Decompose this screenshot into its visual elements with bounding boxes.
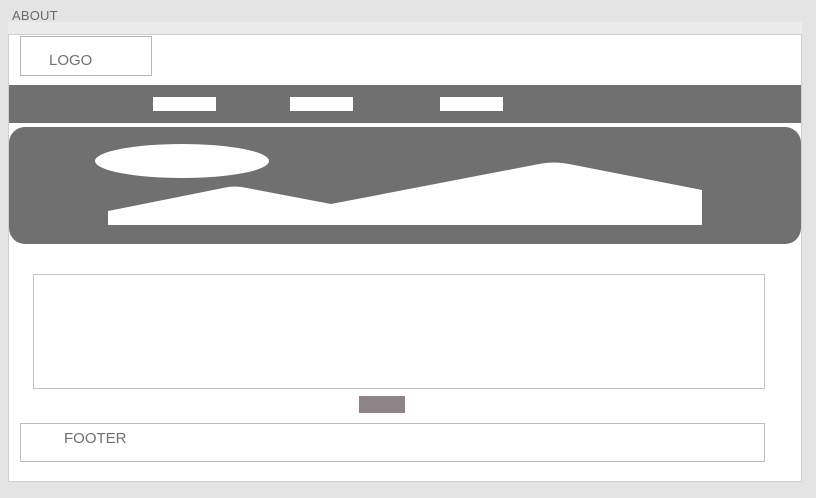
page-title: ABOUT bbox=[12, 8, 58, 23]
nav-bar bbox=[9, 85, 801, 123]
wireframe-page: LOGO FOOTER bbox=[8, 34, 802, 482]
nav-item-2[interactable] bbox=[290, 97, 353, 111]
logo[interactable]: LOGO bbox=[20, 36, 152, 76]
footer-label: FOOTER bbox=[64, 430, 127, 447]
nav-item-1[interactable] bbox=[153, 97, 216, 111]
logo-label: LOGO bbox=[49, 52, 93, 69]
image-mountains-shape bbox=[108, 162, 702, 225]
action-button[interactable] bbox=[359, 396, 405, 413]
hero-banner bbox=[9, 127, 801, 244]
nav-item-3[interactable] bbox=[440, 97, 503, 111]
content-area bbox=[33, 274, 765, 389]
footer: FOOTER bbox=[20, 423, 765, 462]
page-tab-strip bbox=[8, 22, 802, 34]
image-placeholder-icon bbox=[95, 144, 702, 225]
image-sun-shape bbox=[95, 144, 269, 178]
